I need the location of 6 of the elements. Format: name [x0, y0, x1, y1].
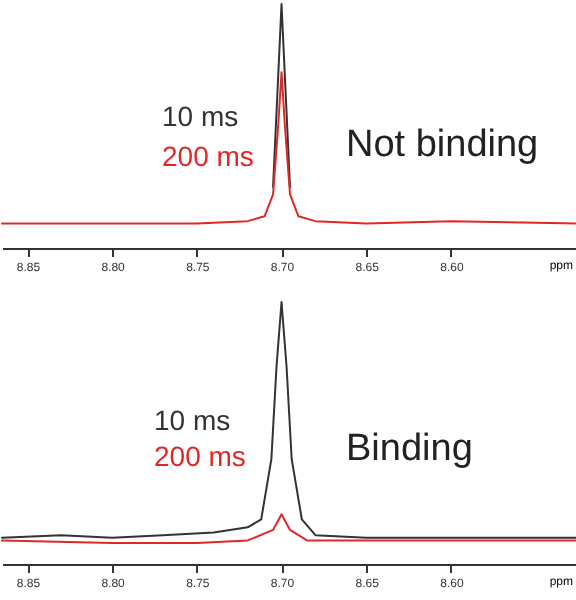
annotation: Not binding	[346, 124, 539, 166]
annotation: Binding	[346, 428, 473, 470]
series-label: 10 ms	[154, 404, 231, 436]
series-label: 200 ms	[162, 140, 254, 172]
series-label: 10 ms	[162, 100, 239, 132]
series-label: 200 ms	[154, 440, 246, 472]
